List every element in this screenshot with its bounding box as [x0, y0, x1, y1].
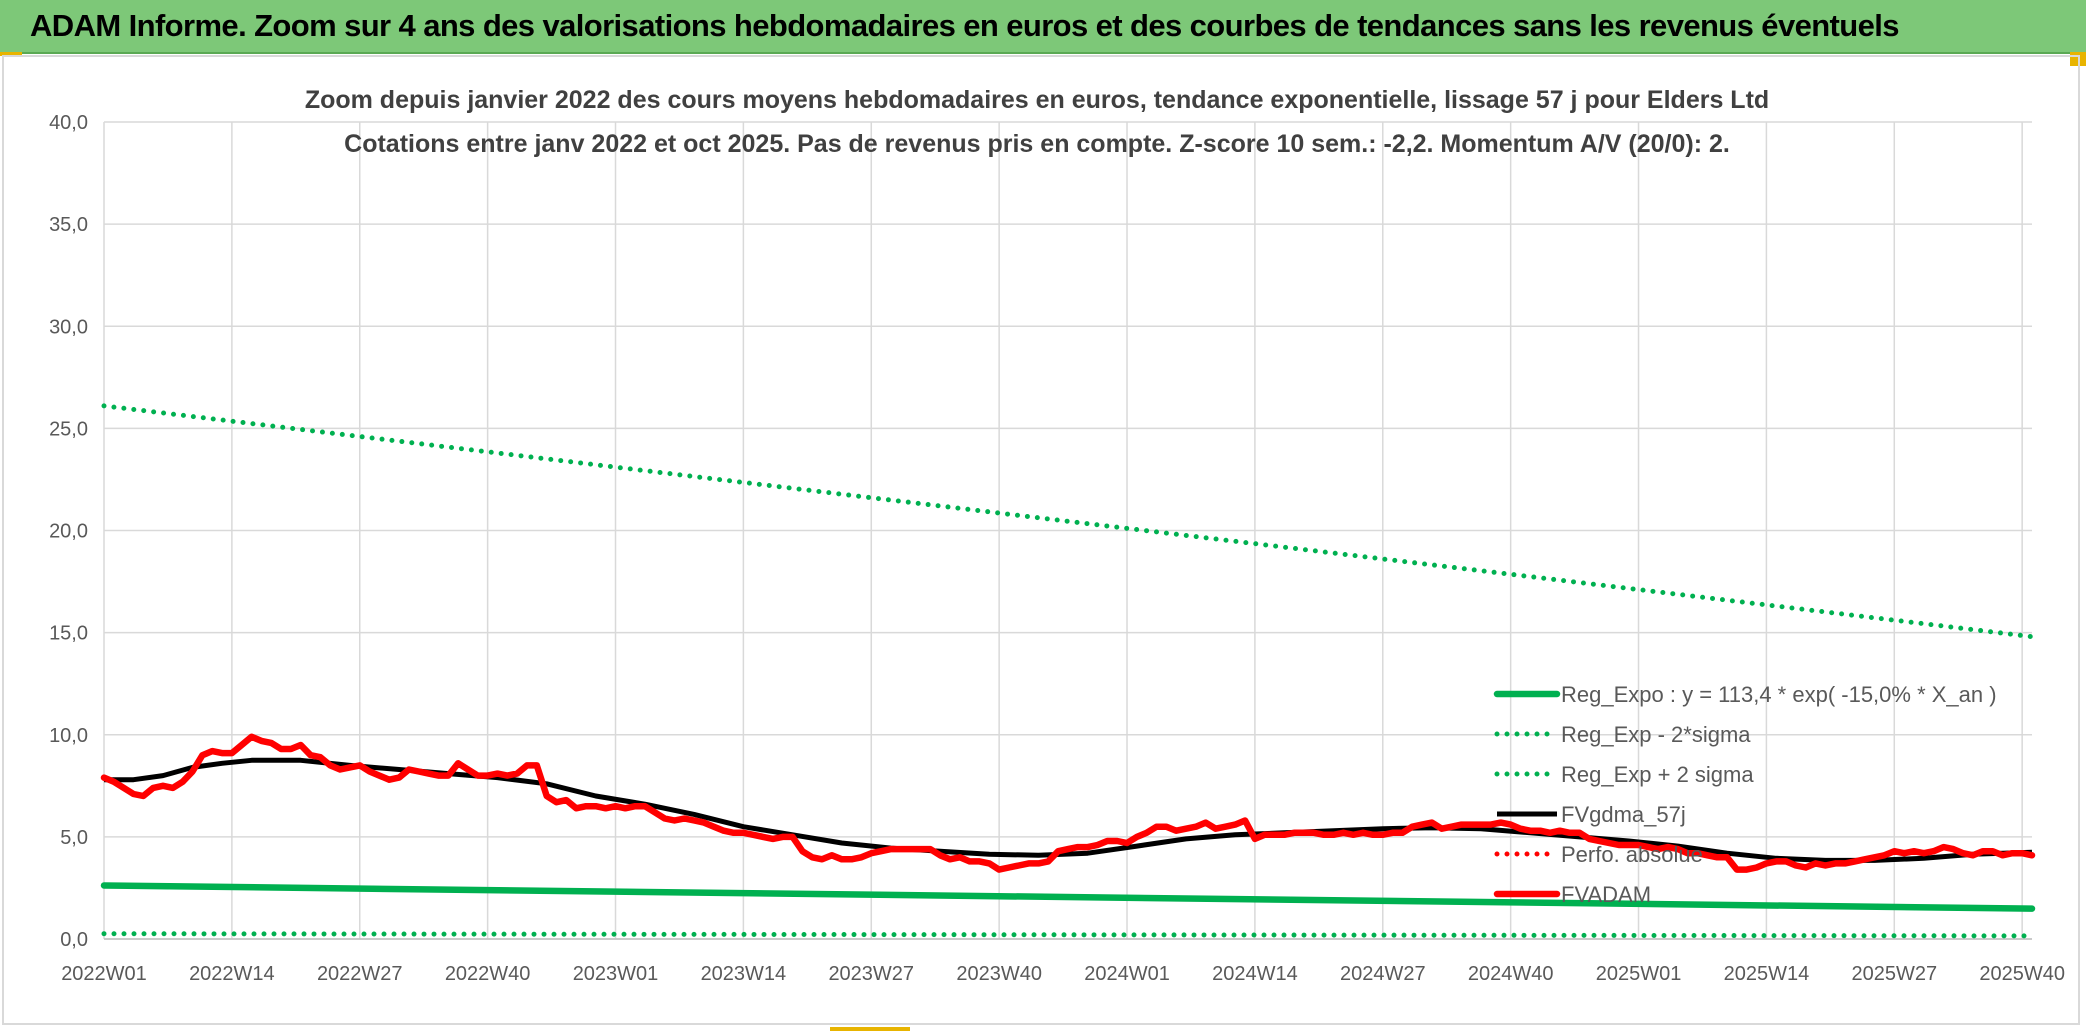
y-tick-label: 25,0 [49, 418, 88, 440]
x-tick-label: 2023W01 [573, 963, 659, 985]
legend-label: Reg_Exp - 2*sigma [1561, 722, 1751, 747]
x-tick-label: 2025W01 [1596, 963, 1682, 985]
x-tick-label: 2025W14 [1724, 963, 1810, 985]
y-tick-label: 40,0 [49, 112, 88, 134]
x-tick-label: 2022W14 [189, 963, 275, 985]
y-tick-label: 0,0 [60, 929, 88, 951]
corner-accent-left [0, 52, 22, 56]
chart-legend: Reg_Expo : y = 113,4 * exp( -15,0% * X_a… [1493, 682, 1997, 907]
y-tick-label: 15,0 [49, 623, 88, 645]
series-reg-exp-2-sigma [101, 403, 2035, 640]
x-tick-label: 2024W01 [1084, 963, 1170, 985]
y-tick-label: 30,0 [49, 316, 88, 338]
x-tick-label: 2023W40 [956, 963, 1042, 985]
x-tick-label: 2024W14 [1212, 963, 1298, 985]
x-tick-label: 2025W27 [1851, 963, 1937, 985]
series-reg-expo-y-113-4-exp-15-0-x-an [100, 882, 2036, 912]
x-tick-label: 2024W27 [1340, 963, 1426, 985]
x-axis-ticks: 2022W01 2022W14 2022W27 2022W40 2023W01 2023W… [61, 963, 2065, 985]
report-title: ADAM Informe. Zoom sur 4 ans des valoris… [30, 8, 1900, 43]
legend-label: Reg_Exp + 2 sigma [1561, 762, 1754, 787]
chart-title-line-1: Zoom depuis janvier 2022 des cours moyen… [305, 86, 1769, 114]
series-layer [100, 403, 2036, 939]
legend-label: Reg_Expo : y = 113,4 * exp( -15,0% * X_a… [1561, 682, 1997, 707]
legend-label: FVADAM [1561, 882, 1651, 907]
x-tick-label: 2025W40 [1979, 963, 2065, 985]
x-tick-label: 2023W27 [828, 963, 914, 985]
y-tick-label: 5,0 [60, 827, 88, 849]
legend-label: Perfo. absolue [1561, 842, 1703, 867]
x-tick-label: 2023W14 [701, 963, 787, 985]
legend-label: FVgdma_57j [1561, 802, 1686, 827]
x-tick-label: 2022W27 [317, 963, 403, 985]
bottom-accent [830, 1027, 910, 1031]
y-tick-label: 20,0 [49, 521, 88, 543]
x-tick-label: 2022W40 [445, 963, 531, 985]
y-axis-ticks: 0,0 5,0 10,0 15,0 20,0 25,0 30,0 35,0 40,0 [49, 112, 88, 951]
chart-frame [2, 55, 2080, 1025]
series-fvgdma-57j [104, 757, 2033, 863]
report-banner: ADAM Informe. Zoom sur 4 ans des valoris… [0, 0, 2086, 54]
chart-title-line-2: Cotations entre janv 2022 et oct 2025. P… [344, 130, 1730, 158]
gridlines [103, 121, 2032, 940]
series-fvadam [100, 733, 2036, 873]
y-tick-label: 35,0 [49, 214, 88, 236]
x-tick-label: 2024W40 [1468, 963, 1554, 985]
y-tick-label: 10,0 [49, 725, 88, 747]
series-reg-exp-2-sigma [101, 931, 2035, 939]
x-tick-label: 2022W01 [61, 963, 147, 985]
